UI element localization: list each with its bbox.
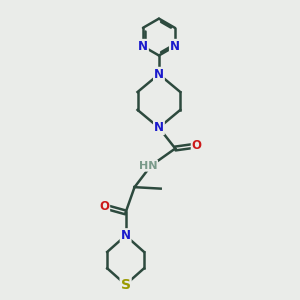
Text: S: S — [121, 278, 130, 292]
Text: N: N — [138, 40, 148, 53]
Text: N: N — [154, 121, 164, 134]
Text: N: N — [154, 68, 164, 81]
Text: O: O — [192, 139, 202, 152]
Text: N: N — [121, 229, 130, 242]
Text: HN: HN — [139, 161, 157, 171]
Text: O: O — [99, 200, 109, 213]
Text: N: N — [170, 40, 180, 53]
